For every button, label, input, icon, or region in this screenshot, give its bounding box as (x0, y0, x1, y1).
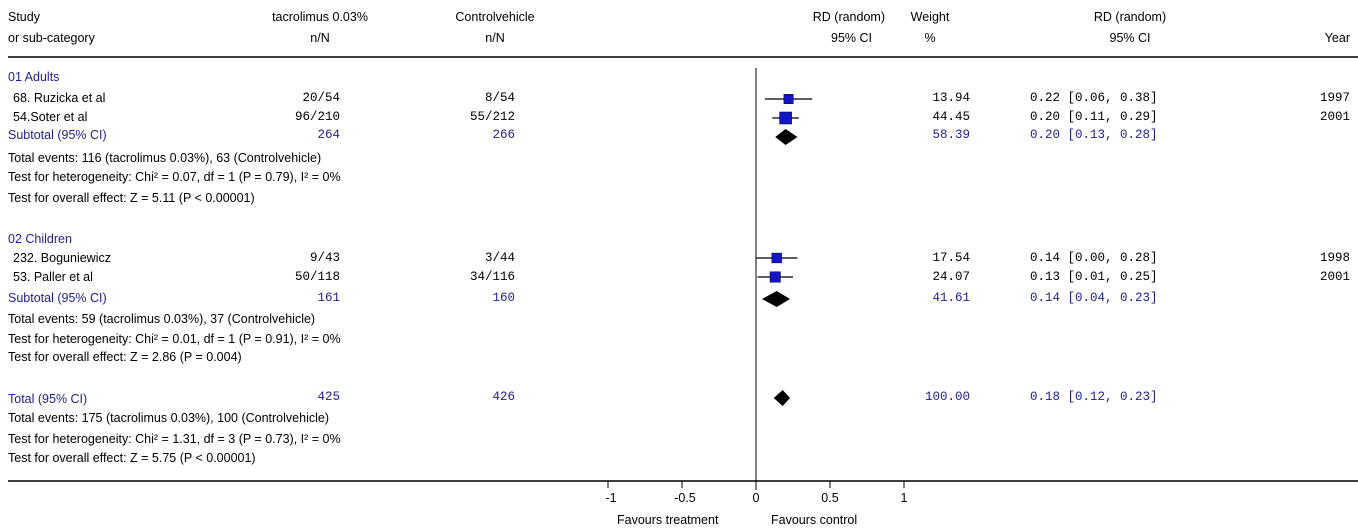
favours-treatment-label: Favours treatment (617, 513, 719, 527)
axis-tick-label: -1 (605, 491, 617, 505)
axis-tick-label: 0 (752, 491, 760, 505)
study-ci-text: 0.14 [0.00, 0.28] (1030, 251, 1158, 265)
subtotal-treatment: 161 (317, 291, 340, 305)
summary-diamond (761, 291, 791, 307)
header-rd-ci: 95% CI (831, 31, 872, 45)
group-events: Total events: 116 (tacrolimus 0.03%), 63… (8, 151, 322, 165)
axis-tick-label: -0.5 (674, 491, 696, 505)
study-treatment: 20/54 (302, 91, 340, 105)
group-events: Total events: 59 (tacrolimus 0.03%), 37 … (8, 312, 316, 326)
total-weight: 100.00 (924, 390, 970, 404)
group-overall-effect: Test for overall effect: Z = 2.86 (P = 0… (8, 350, 242, 364)
study-weight: 44.45 (932, 110, 970, 124)
subtotal-label: Subtotal (95% CI) (8, 128, 107, 142)
study-name: 53. Paller et al (13, 270, 93, 284)
study-name: 68. Ruzicka et al (13, 91, 106, 105)
subtotal-treatment: 264 (317, 128, 340, 142)
header-treatment: tacrolimus 0.03% (272, 10, 368, 24)
group-overall-effect: Test for overall effect: Z = 5.11 (P < 0… (8, 191, 255, 205)
study-year: 2001 (1319, 270, 1350, 284)
summary-diamond (775, 129, 798, 145)
group-heterogeneity: Test for heterogeneity: Chi² = 0.01, df … (8, 332, 341, 346)
summary-diamond (773, 390, 791, 406)
header-weight-unit: % (924, 31, 936, 45)
total-events: Total events: 175 (tacrolimus 0.03%), 10… (8, 411, 329, 425)
header-control: Controlvehicle (455, 10, 535, 24)
study-control: 34/116 (469, 270, 515, 284)
study-ci-text: 0.20 [0.11, 0.29] (1030, 110, 1158, 124)
favours-control-label: Favours control (771, 513, 858, 527)
subtotal-control: 160 (492, 291, 515, 305)
header-control-sub: n/N (485, 31, 505, 45)
header-treatment-sub: n/N (310, 31, 330, 45)
total-label: Total (95% CI) (8, 392, 88, 406)
study-marker (769, 271, 781, 283)
study-name: 54.Soter et al (13, 110, 88, 124)
study-weight: 17.54 (932, 251, 970, 265)
study-year: 2001 (1319, 110, 1350, 124)
subtotal-label: Subtotal (95% CI) (8, 291, 107, 305)
study-year: 1997 (1319, 91, 1350, 105)
study-treatment: 9/43 (309, 251, 340, 265)
header-weight: Weight (910, 10, 950, 24)
study-ci-text: 0.22 [0.06, 0.38] (1030, 91, 1158, 105)
group-heterogeneity: Test for heterogeneity: Chi² = 0.07, df … (8, 170, 341, 184)
study-treatment: 96/210 (294, 110, 340, 124)
study-ci-text: 0.13 [0.01, 0.25] (1030, 270, 1158, 284)
header-rd2: RD (random) (1093, 10, 1167, 24)
group-title-children: 02 Children (8, 232, 72, 246)
subtotal-ci-text: 0.20 [0.13, 0.28] (1030, 128, 1158, 142)
total-control: 426 (492, 390, 515, 404)
axis-tick-label: 1 (900, 491, 908, 505)
header-year: Year (1324, 31, 1350, 45)
study-name: 232. Boguniewicz (13, 251, 111, 265)
study-marker (783, 94, 794, 104)
axis-tick-label: 0.5 (821, 491, 839, 505)
study-control: 55/212 (469, 110, 515, 124)
total-treatment: 425 (317, 390, 340, 404)
group-title-adults: 01 Adults (8, 70, 60, 84)
total-heterogeneity: Test for heterogeneity: Chi² = 1.31, df … (8, 432, 341, 446)
study-control: 3/44 (484, 251, 515, 265)
header-rd2-ci: 95% CI (1109, 31, 1151, 45)
header-study: Study (8, 10, 40, 24)
subtotal-ci-text: 0.14 [0.04, 0.23] (1030, 291, 1158, 305)
study-weight: 13.94 (932, 91, 970, 105)
subtotal-control: 266 (492, 128, 515, 142)
subtotal-weight: 58.39 (932, 128, 970, 142)
study-marker (771, 252, 782, 264)
study-treatment: 50/118 (294, 270, 340, 284)
study-marker (779, 111, 792, 125)
study-control: 8/54 (484, 91, 515, 105)
total-overall-effect: Test for overall effect: Z = 5.75 (P < 0… (8, 451, 256, 465)
study-weight: 24.07 (932, 270, 970, 284)
header-study-sub: or sub-category (8, 31, 95, 45)
header-rd: RD (random) (812, 10, 885, 24)
total-ci-text: 0.18 [0.12, 0.23] (1030, 390, 1158, 404)
subtotal-weight: 41.61 (932, 291, 970, 305)
study-year: 1998 (1319, 251, 1350, 265)
